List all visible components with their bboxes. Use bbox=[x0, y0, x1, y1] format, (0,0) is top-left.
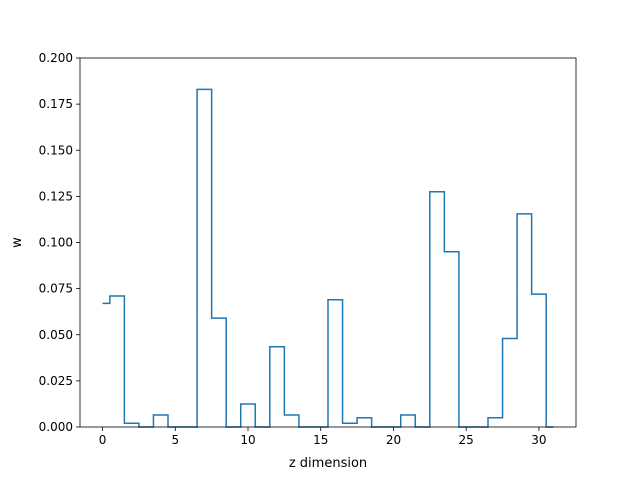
x-tick-label: 15 bbox=[313, 433, 328, 447]
y-tick-label: 0.125 bbox=[39, 189, 73, 203]
y-tick-label: 0.025 bbox=[39, 374, 73, 388]
y-tick-label: 0.175 bbox=[39, 97, 73, 111]
y-axis-label: w bbox=[10, 237, 25, 248]
y-tick-label: 0.200 bbox=[39, 51, 73, 65]
x-tick-label: 5 bbox=[171, 433, 179, 447]
x-axis-label: z dimension bbox=[289, 456, 367, 471]
y-tick-label: 0.075 bbox=[39, 282, 73, 296]
plot-frame bbox=[79, 57, 577, 428]
series-step-line bbox=[102, 88, 554, 428]
x-tick-label: 20 bbox=[386, 433, 401, 447]
axis-ticks: 0 5 10 15 20 25 30 0.000 0.025 0.050 0.075 0.100 0.1… bbox=[39, 51, 547, 447]
x-tick-label: 30 bbox=[531, 433, 546, 447]
y-tick-label: 0.000 bbox=[39, 420, 73, 434]
x-tick-label: 25 bbox=[459, 433, 474, 447]
y-tick-label: 0.150 bbox=[39, 143, 73, 157]
x-tick-label: 0 bbox=[99, 433, 107, 447]
y-tick-label: 0.100 bbox=[39, 236, 73, 250]
y-tick-label: 0.050 bbox=[39, 328, 73, 342]
x-tick-label: 10 bbox=[240, 433, 255, 447]
